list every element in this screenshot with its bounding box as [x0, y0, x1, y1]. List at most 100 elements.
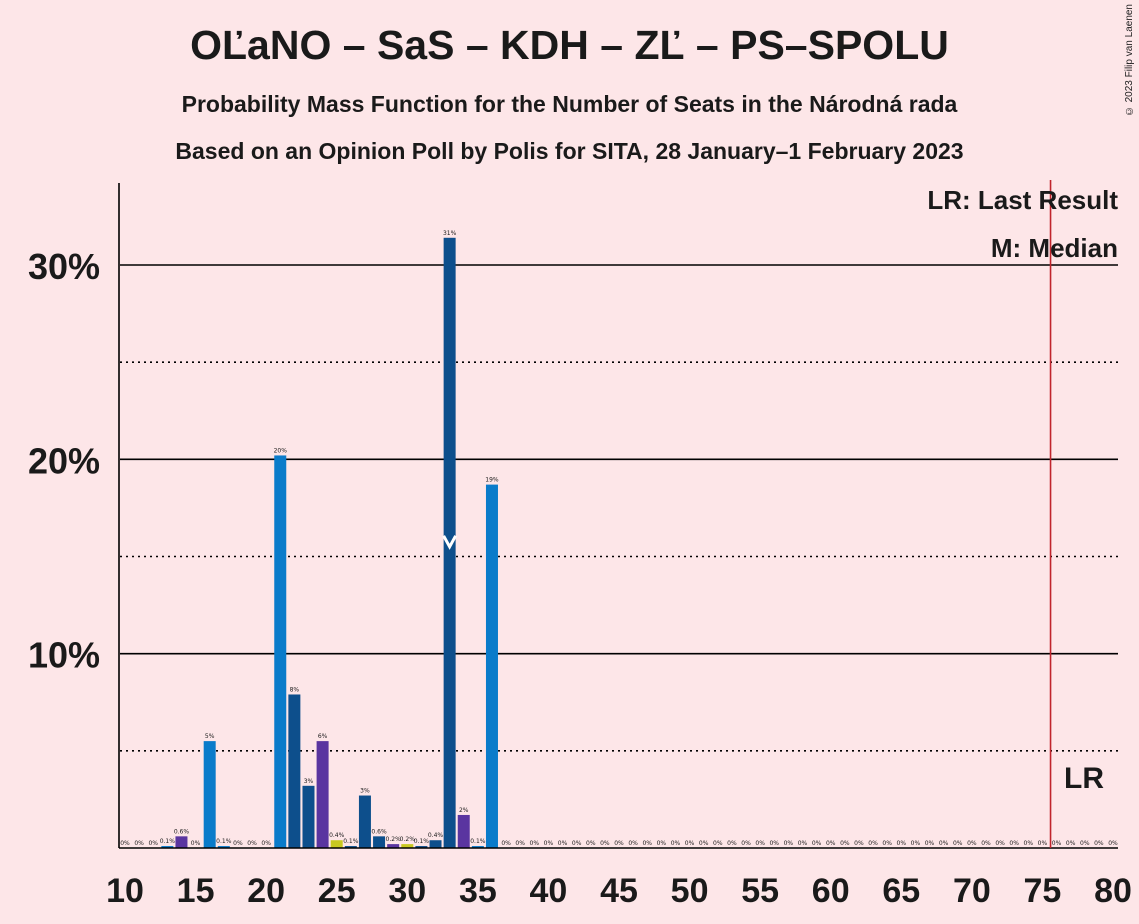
bar-value-label: 0% [191, 840, 201, 847]
bar-value-label: 8% [290, 686, 300, 693]
x-tick-label: 50 [671, 872, 709, 910]
bar-value-label: 0% [501, 840, 511, 847]
bar-value-label: 0% [981, 840, 991, 847]
bar-value-label: 0% [614, 840, 624, 847]
bar-value-label: 0% [628, 840, 638, 847]
bar-value-label: 0% [1038, 840, 1048, 847]
bar [358, 795, 371, 848]
bar-value-label: 0% [840, 840, 850, 847]
bar-value-label: 0.1% [160, 838, 176, 845]
bar-value-label: 0% [713, 840, 723, 847]
bar-value-label: 0% [134, 840, 144, 847]
x-tick-label: 70 [953, 872, 991, 910]
bar [316, 741, 329, 848]
bar [457, 814, 470, 848]
x-tick-label: 35 [459, 872, 497, 910]
bar-value-label: 0% [642, 840, 652, 847]
bar-value-label: 0.2% [400, 836, 416, 843]
bar-value-label: 0% [882, 840, 892, 847]
bar [443, 237, 456, 848]
bar-value-label: 0.2% [386, 836, 402, 843]
bar-value-label: 3% [304, 778, 314, 785]
y-tick-label: 30% [28, 246, 100, 287]
bar-value-label: 0% [261, 840, 271, 847]
bar-value-label: 0% [967, 840, 977, 847]
bar-value-label: 0% [247, 840, 257, 847]
bar-value-label: 0.4% [428, 832, 444, 839]
bar-value-label: 0.1% [343, 838, 359, 845]
bar-value-label: 0% [812, 840, 822, 847]
bar-value-label: 0% [826, 840, 836, 847]
bar [217, 846, 230, 848]
bar-value-label: 0% [925, 840, 935, 847]
bar [415, 846, 428, 848]
median-marker [442, 535, 457, 550]
bar-value-label: 0% [558, 840, 568, 847]
bar-value-label: 0% [897, 840, 907, 847]
bar-value-label: 0% [798, 840, 808, 847]
bar-value-label: 0% [685, 840, 695, 847]
bar-value-label: 0% [741, 840, 751, 847]
x-tick-label: 65 [882, 872, 920, 910]
bar-value-label: 0.6% [174, 828, 190, 835]
bar-value-label: 0% [671, 840, 681, 847]
x-tick-label: 20 [247, 872, 285, 910]
bar [203, 741, 216, 848]
bar-value-label: 20% [274, 447, 288, 454]
bar-value-label: 0% [586, 840, 596, 847]
legend-last-result: LR: Last Result [927, 185, 1118, 215]
chart-subtitle-2: Based on an Opinion Poll by Polis for SI… [175, 138, 964, 164]
bar [387, 844, 400, 848]
x-tick-label: 25 [318, 872, 356, 910]
bar [344, 846, 357, 848]
bar-value-label: 0.1% [414, 838, 430, 845]
bar-value-label: 0% [148, 840, 158, 847]
bar-value-label: 0% [868, 840, 878, 847]
bar-value-label: 0% [727, 840, 737, 847]
bar-value-label: 0% [530, 840, 540, 847]
bar-value-label: 0.1% [470, 838, 486, 845]
x-tick-label: 15 [177, 872, 215, 910]
bar-value-label: 2% [459, 807, 469, 814]
bar-value-label: 0% [699, 840, 709, 847]
bar [429, 840, 442, 848]
bar-value-label: 0.6% [371, 828, 387, 835]
bar [288, 694, 301, 848]
bar-value-label: 19% [485, 477, 499, 484]
x-tick-label: 75 [1024, 872, 1062, 910]
bar-value-label: 0% [572, 840, 582, 847]
bar-value-label: 0% [544, 840, 554, 847]
bar-value-label: 0.1% [216, 838, 232, 845]
bar-value-label: 0% [600, 840, 610, 847]
bar [373, 836, 386, 848]
axes: 10% 20% 30% 10 15 20 25 30 35 40 45 50 55 60 65 70 75 80 [28, 183, 1132, 910]
bar-value-label: 31% [443, 230, 457, 237]
bar-value-label: 0% [1052, 840, 1062, 847]
x-tick-label: 10 [106, 872, 144, 910]
bar-labels: 0% 0% 0% 0.1%0.6%0%5%0.1% 0% 0% 0%20%8%3%6%0.4… [120, 230, 1118, 847]
bar-value-label: 0.4% [329, 832, 345, 839]
last-result-marker-label: LR [1064, 762, 1104, 795]
bar-value-label: 0% [1024, 840, 1034, 847]
x-tick-label: 30 [388, 872, 426, 910]
bar [330, 840, 343, 848]
x-tick-label: 55 [741, 872, 779, 910]
bar-series [161, 237, 498, 848]
bar-value-label: 0% [1009, 840, 1019, 847]
annotations [442, 180, 1052, 848]
bar-value-label: 0% [854, 840, 864, 847]
bar-value-label: 0% [995, 840, 1005, 847]
bar-value-label: 0% [911, 840, 921, 847]
chart-title: OĽaNO – SaS – KDH – ZĽ – PS–SPOLU [190, 22, 949, 68]
bar-value-label: 0% [769, 840, 779, 847]
bar [485, 484, 498, 848]
bar [302, 785, 315, 848]
bar-value-label: 6% [318, 733, 328, 740]
bar-value-label: 3% [360, 788, 370, 795]
bar-value-label: 0% [784, 840, 794, 847]
bar-value-label: 5% [205, 733, 215, 740]
bar-value-label: 0% [120, 840, 130, 847]
bar-value-label: 0% [953, 840, 963, 847]
x-tick-label: 80 [1094, 872, 1132, 910]
